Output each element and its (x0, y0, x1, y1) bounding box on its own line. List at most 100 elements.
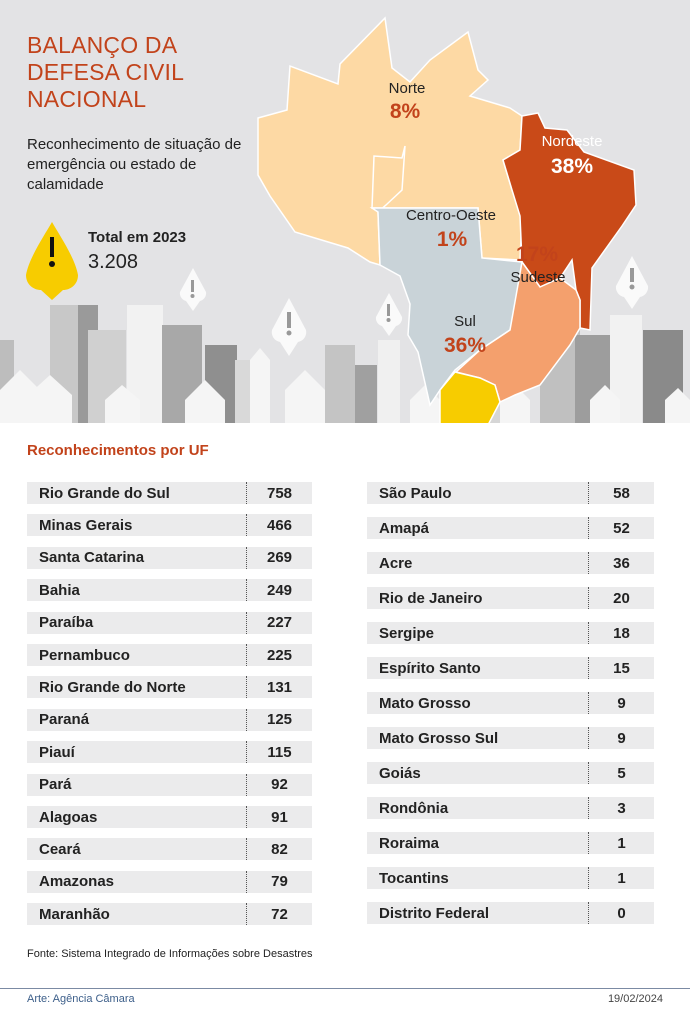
uf-value: 72 (246, 903, 312, 926)
uf-value: 36 (588, 552, 654, 574)
region-sul (439, 371, 501, 423)
uf-value: 227 (246, 611, 312, 634)
uf-value: 91 (246, 806, 312, 828)
uf-name: Pernambuco (39, 646, 130, 664)
uf-name: Sergipe (379, 624, 435, 642)
table-row: Ceará 82 (27, 838, 312, 861)
region-name-nordeste: Nordeste (541, 133, 603, 150)
uf-name: Amapá (379, 519, 430, 537)
brazil-map (257, 16, 637, 423)
uf-value: 15 (588, 657, 654, 679)
uf-name: Minas Gerais (39, 516, 133, 534)
uf-name: Amazonas (39, 873, 115, 891)
table-row: Paraná 125 (27, 708, 312, 731)
total-value: 3.208 (88, 251, 139, 273)
uf-value: 131 (246, 676, 312, 699)
table-row: Paraíba 227 (27, 611, 312, 634)
footer-divider (0, 988, 690, 989)
uf-name: São Paulo (379, 484, 452, 502)
uf-name: Alagoas (39, 808, 98, 826)
uf-name: Maranhão (39, 905, 110, 923)
table-row: Mato Grosso 9 (367, 692, 654, 714)
uf-name: Paraíba (39, 614, 94, 632)
uf-name: Paraná (39, 711, 90, 729)
uf-value: 9 (588, 692, 654, 714)
uf-value: 269 (246, 546, 312, 569)
uf-value: 20 (588, 587, 654, 609)
uf-name: Piauí (39, 743, 75, 761)
uf-value: 249 (246, 579, 312, 602)
uf-name: Distrito Federal (379, 904, 490, 922)
table-row: Minas Gerais 466 (27, 514, 312, 537)
table-row: Rio Grande do Sul 758 (27, 482, 312, 504)
uf-name: Rio Grande do Sul (39, 484, 170, 502)
region-percent-norte: 8% (389, 100, 421, 123)
region-sudeste (454, 260, 581, 404)
table-row: Santa Catarina 269 (27, 546, 312, 569)
uf-name: Rondônia (379, 799, 449, 817)
title-line: BALANÇO DA (27, 32, 178, 58)
table-row: Roraima 1 (367, 832, 654, 854)
uf-value: 3 (588, 797, 654, 819)
table-row: Tocantins 1 (367, 867, 654, 889)
uf-name: Mato Grosso Sul (379, 729, 499, 747)
region-name-norte: Norte (388, 80, 426, 97)
art-credit: Arte: Agência Câmara (27, 993, 135, 1005)
uf-value: 82 (246, 838, 312, 861)
uf-name: Ceará (39, 840, 81, 858)
uf-value: 92 (246, 773, 312, 796)
uf-value: 466 (246, 514, 312, 537)
region-percent-sul: 36% (443, 334, 487, 357)
table-row: Goiás 5 (367, 762, 654, 784)
source-note: Fonte: Sistema Integrado de Informações … (27, 948, 313, 960)
region-percent-centro-oeste: 1% (436, 228, 468, 251)
table-row: Amazonas 79 (27, 870, 312, 893)
uf-name: Tocantins (379, 869, 449, 887)
uf-name: Acre (379, 554, 413, 572)
uf-name: Goiás (379, 764, 421, 782)
uf-name: Roraima (379, 834, 440, 852)
subtitle: Reconhecimento de situação de emergência… (27, 136, 242, 193)
table-row: Rondônia 3 (367, 797, 654, 819)
region-name-sul: Sul (454, 313, 476, 330)
table-row: Alagoas 91 (27, 806, 312, 828)
uf-name: Santa Catarina (39, 549, 145, 567)
uf-value: 225 (246, 644, 312, 666)
table-row: Amapá 52 (367, 517, 654, 539)
region-percent-sudeste: 17% (515, 243, 559, 266)
table-row: Rio Grande do Norte 131 (27, 676, 312, 699)
uf-value: 58 (588, 482, 654, 504)
uf-value: 52 (588, 517, 654, 539)
table-title: Reconhecimentos por UF (27, 442, 209, 459)
uf-value: 18 (588, 622, 654, 644)
table-row: Bahia 249 (27, 579, 312, 602)
uf-value: 79 (246, 870, 312, 893)
uf-value: 758 (246, 482, 312, 504)
uf-name: Pará (39, 776, 72, 794)
uf-name: Mato Grosso (379, 694, 471, 712)
uf-value: 115 (246, 741, 312, 764)
uf-value: 1 (588, 832, 654, 854)
table-row: Pará 92 (27, 773, 312, 796)
table-row: Distrito Federal 0 (367, 902, 654, 924)
page-title: BALANÇO DA DEFESA CIVIL NACIONAL (27, 32, 184, 113)
table-row: Acre 36 (367, 552, 654, 574)
hero-panel: BALANÇO DA DEFESA CIVIL NACIONAL Reconhe… (0, 0, 690, 423)
table-row: São Paulo 58 (367, 482, 654, 504)
table-row: Maranhão 72 (27, 903, 312, 926)
uf-name: Bahia (39, 581, 80, 599)
total-label: Total em 2023 (88, 229, 187, 246)
uf-value: 0 (588, 902, 654, 924)
table-row: Sergipe 18 (367, 622, 654, 644)
title-line: NACIONAL (27, 86, 147, 112)
table-row: Rio de Janeiro 20 (367, 587, 654, 609)
title-line: DEFESA CIVIL (27, 59, 185, 85)
uf-value: 9 (588, 727, 654, 749)
table-row: Piauí 115 (27, 741, 312, 764)
region-percent-nordeste: 38% (550, 155, 594, 178)
region-name-sudeste: Sudeste (510, 269, 566, 286)
table-row: Mato Grosso Sul 9 (367, 727, 654, 749)
uf-name: Rio de Janeiro (379, 589, 483, 607)
uf-value: 5 (588, 762, 654, 784)
uf-value: 1 (588, 867, 654, 889)
